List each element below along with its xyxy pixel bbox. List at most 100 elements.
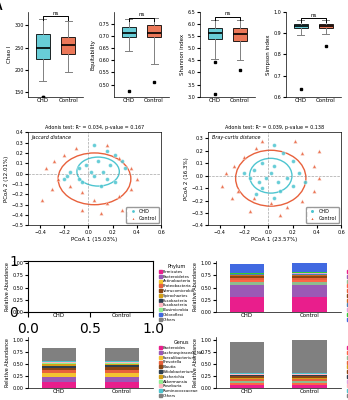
- Point: [92, 142, 97, 148]
- Bar: [230, 297, 264, 312]
- Bar: [104, 274, 139, 276]
- Y-axis label: Simpson index: Simpson index: [266, 34, 271, 74]
- Bar: [292, 381, 327, 383]
- Legend: Firmicutes, Bacteroidetes, Actinobacteria, Proteobacteria, Verrucomicrobia, Spir: Firmicutes, Bacteroidetes, Actinobacteri…: [158, 263, 196, 323]
- Bar: [104, 377, 139, 382]
- Point: [275, 179, 281, 185]
- Bar: [42, 279, 76, 282]
- Point: [98, 210, 103, 216]
- Bar: [230, 280, 264, 282]
- Bar: [42, 274, 76, 275]
- Legend: Clostridia, Bacteroidia, Gammaproteobacteria, Negativicutes, Actinobacteria, Cor: Clostridia, Bacteroidia, Gammaproteobact…: [346, 263, 348, 323]
- Bar: [292, 278, 327, 280]
- Bar: [292, 374, 327, 375]
- Point: [95, 158, 101, 164]
- Point: [260, 160, 265, 166]
- Bar: [292, 373, 327, 374]
- Bar: [230, 373, 264, 374]
- PathPatch shape: [147, 25, 161, 38]
- Point: [272, 162, 277, 169]
- Legend: Bacteroides, Lachnospiraceae_NA, Faecalibacterium, Prevotella, Blautia, Bifidoba: Bacteroides, Lachnospiraceae_NA, Faecali…: [158, 339, 205, 399]
- Bar: [230, 282, 264, 285]
- Point: [122, 165, 128, 172]
- Bar: [104, 279, 139, 282]
- Point: [112, 179, 118, 185]
- Legend: Faecalibacterium prausnitzii, [Eubacterium] rectale, Escherichia coli, Bacteroid: Faecalibacterium prausnitzii, [Eubacteri…: [346, 339, 348, 399]
- Text: Jaccard distance: Jaccard distance: [32, 135, 72, 140]
- Bar: [230, 381, 264, 383]
- Point: [235, 188, 241, 194]
- Y-axis label: Relative Abundance: Relative Abundance: [5, 262, 10, 311]
- Bar: [42, 276, 76, 277]
- Point: [98, 183, 103, 189]
- Bar: [230, 342, 264, 373]
- Y-axis label: Relative Abundance: Relative Abundance: [193, 262, 198, 311]
- Legend: CHD, Control: CHD, Control: [306, 207, 339, 223]
- Point: [88, 168, 94, 175]
- Point: [61, 176, 67, 182]
- Y-axis label: Relative Abundance: Relative Abundance: [193, 338, 198, 387]
- Bar: [42, 282, 76, 295]
- Point: [108, 162, 113, 168]
- Point: [253, 191, 259, 198]
- Bar: [104, 277, 139, 279]
- Bar: [292, 378, 327, 379]
- Bar: [42, 374, 76, 377]
- Bar: [292, 297, 327, 312]
- Point: [40, 196, 45, 203]
- Point: [116, 155, 121, 161]
- Bar: [42, 275, 76, 276]
- Point: [311, 188, 317, 194]
- X-axis label: PCoA 1 (15.03%): PCoA 1 (15.03%): [71, 237, 118, 242]
- PathPatch shape: [61, 36, 75, 54]
- Bar: [42, 361, 76, 362]
- Point: [100, 168, 106, 175]
- Bar: [42, 377, 76, 382]
- Bar: [104, 382, 139, 388]
- Point: [260, 138, 265, 144]
- Point: [290, 182, 295, 189]
- Point: [268, 170, 274, 176]
- Bar: [292, 340, 327, 373]
- PathPatch shape: [122, 26, 136, 38]
- Bar: [292, 285, 327, 297]
- Point: [52, 158, 57, 164]
- Bar: [230, 379, 264, 381]
- Point: [263, 175, 269, 182]
- Point: [134, 176, 140, 182]
- Bar: [230, 278, 264, 280]
- Point: [256, 179, 261, 185]
- PathPatch shape: [208, 28, 222, 39]
- Bar: [292, 376, 327, 378]
- Point: [43, 165, 49, 172]
- Point: [76, 165, 81, 172]
- Text: ns: ns: [138, 12, 145, 17]
- Text: ns: ns: [224, 11, 231, 16]
- Title: Adonis test: R² = 0.039, p-value = 0.138: Adonis test: R² = 0.039, p-value = 0.138: [225, 126, 324, 130]
- Bar: [104, 370, 139, 373]
- Bar: [230, 378, 264, 379]
- Y-axis label: Chao I: Chao I: [7, 46, 11, 63]
- Bar: [230, 272, 264, 274]
- Point: [104, 148, 109, 154]
- Point: [278, 212, 283, 219]
- Point: [61, 152, 67, 158]
- Point: [292, 138, 298, 144]
- Point: [128, 165, 134, 172]
- Y-axis label: Shannon index: Shannon index: [180, 34, 185, 75]
- Bar: [42, 265, 76, 272]
- Y-axis label: Equitability: Equitability: [91, 39, 96, 70]
- Bar: [104, 373, 139, 377]
- Bar: [292, 383, 327, 385]
- PathPatch shape: [36, 34, 50, 59]
- Bar: [104, 348, 139, 361]
- Point: [83, 162, 89, 168]
- Bar: [42, 368, 76, 370]
- Bar: [230, 264, 264, 272]
- Point: [128, 186, 134, 192]
- Point: [64, 172, 69, 179]
- Text: Bray-curtis distance: Bray-curtis distance: [212, 135, 260, 140]
- Point: [316, 148, 322, 154]
- Point: [241, 170, 247, 176]
- Text: A: A: [0, 2, 2, 12]
